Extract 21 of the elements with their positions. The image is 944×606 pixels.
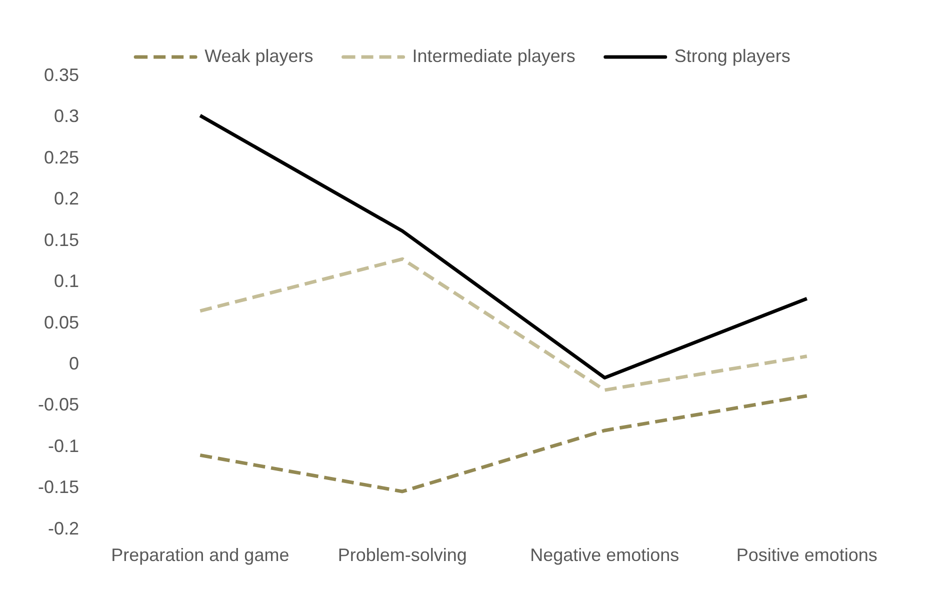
y-tick-label: -0.2 [48, 518, 80, 538]
y-tick-label: 0.1 [54, 271, 80, 292]
y-tick-label: 0.2 [54, 188, 80, 209]
line-series [198, 257, 809, 392]
y-tick-label: -0.05 [38, 394, 80, 415]
x-tick-label: Problem-solving [338, 545, 467, 566]
legend-label: Strong players [674, 46, 790, 66]
y-tick-label: 0.25 [44, 147, 80, 168]
y-tick-label: 0 [69, 353, 80, 374]
y-tick-label: 0.3 [54, 106, 80, 126]
legend-label: Intermediate players [412, 46, 576, 66]
x-tick-label: Preparation and game [111, 545, 290, 566]
x-tick-label: Negative emotions [530, 545, 680, 566]
y-tick-label: 0.05 [44, 312, 80, 332]
y-tick-label: 0.35 [44, 64, 80, 85]
x-tick-label: Positive emotions [736, 545, 878, 566]
legend-label: Weak players [204, 46, 314, 66]
y-tick-label: 0.15 [44, 230, 80, 250]
y-tick-label: -0.15 [38, 477, 80, 498]
line-series [198, 394, 809, 494]
y-tick-label: -0.1 [48, 436, 80, 456]
